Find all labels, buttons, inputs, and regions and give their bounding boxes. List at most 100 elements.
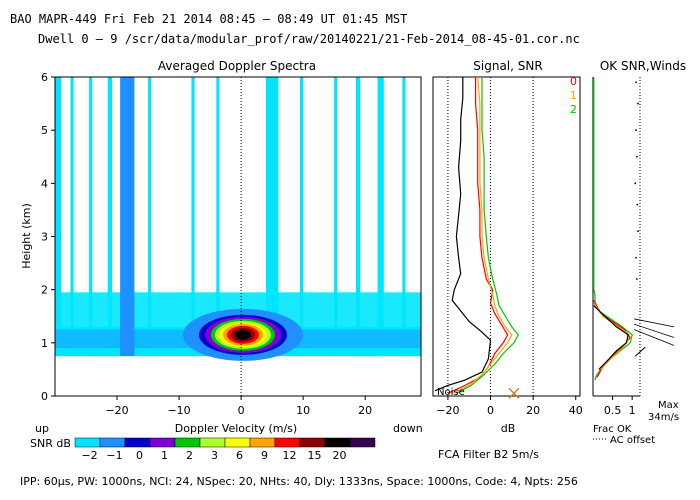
spectra-band	[70, 77, 74, 357]
y-tick-label: 3	[41, 231, 48, 244]
filter-label: FCA Filter B2 5m/s	[438, 448, 539, 461]
x-tick-label: 0	[238, 404, 245, 417]
max-label: Max	[658, 400, 679, 411]
x-tick-label: 20	[358, 404, 372, 417]
spectra-axes: 0 1 2 3 4 5 6 −20 −10 0 10 20	[41, 71, 422, 417]
ok-title: OK SNR,Winds	[600, 59, 686, 73]
signal-x-tick-label: −20	[436, 404, 459, 417]
wind-barb	[634, 318, 675, 328]
header-title: BAO MAPR-449 Fri Feb 21 2014 08:45 – 08:…	[10, 12, 408, 26]
y-tick-label: 5	[41, 124, 48, 137]
ac-offset-label: AC offset	[610, 435, 655, 446]
colorbar-tick-label: −1	[106, 449, 122, 462]
colorbar: −2 −1 0 1 2 3 6 9 12 15 20	[74, 437, 376, 462]
spectra-band	[334, 77, 338, 357]
colorbar-tick-label: 3	[211, 449, 218, 462]
noise-label: Noise	[437, 387, 465, 398]
spectra-heatmap	[55, 77, 421, 396]
y-tick-label: 2	[41, 284, 48, 297]
legend-entry: 2	[570, 103, 577, 116]
signal-frame	[432, 76, 581, 397]
colorbar-swatch	[249, 437, 276, 448]
colorbar-swatch	[299, 437, 326, 448]
colorbar-tick-label: 9	[261, 449, 268, 462]
y-tick-label: 1	[41, 337, 48, 350]
footer-params: IPP: 60μs, PW: 1000ns, NCI: 24, NSpec: 2…	[20, 475, 578, 488]
wind-dot	[637, 230, 639, 233]
colorbar-tick-label: 15	[308, 449, 322, 462]
colorbar-swatch	[74, 437, 101, 448]
y-tick-label: 0	[41, 390, 48, 403]
spectra-band	[265, 77, 279, 357]
y-axis-label: Height (km)	[20, 203, 33, 269]
spectra-band	[55, 77, 62, 357]
signal-x-tick-label: 20	[526, 404, 540, 417]
signal-title: Signal, SNR	[473, 59, 542, 73]
spectra-band	[300, 77, 304, 357]
x-tick-label: 10	[296, 404, 310, 417]
spectra-band	[89, 77, 93, 357]
ok-x-tick-label: 0.5	[604, 404, 622, 417]
wind-dot	[634, 182, 637, 185]
colorbar-swatch	[324, 437, 351, 448]
signal-x-tick-label: 0	[487, 404, 494, 417]
main-title: Averaged Doppler Spectra	[158, 59, 316, 73]
wind-dot	[635, 129, 637, 132]
legend-entry: 0	[570, 75, 577, 88]
y-tick-label: 6	[41, 71, 48, 84]
series-snr_1	[451, 76, 513, 394]
frac-ok-label: Frac OK	[593, 424, 632, 435]
signal-x-label: dB	[501, 422, 516, 435]
wind-dot	[636, 203, 639, 206]
colorbar-swatch	[124, 437, 151, 448]
colorbar-swatch	[349, 437, 376, 448]
signal-x-tick-label: 40	[569, 404, 583, 417]
colorbar-swatch	[149, 437, 176, 448]
colorbar-tick-label: 2	[186, 449, 193, 462]
colorbar-swatch	[224, 437, 251, 448]
signal-snr-panel: −20 0 20 40	[432, 76, 583, 417]
colorbar-tick-label: 20	[333, 449, 347, 462]
wind-dot	[637, 102, 639, 105]
y-tick-label: 4	[41, 177, 48, 190]
series-signal	[434, 77, 492, 392]
ok-x-tick-label: 1	[629, 404, 636, 417]
colorbar-tick-label: 1	[161, 449, 168, 462]
wind-arrow	[634, 346, 646, 357]
spectra-band	[377, 77, 384, 357]
spectra-band	[402, 77, 406, 357]
ok-series-winds	[593, 305, 629, 370]
spectra-band	[107, 77, 113, 357]
header-dwell: Dwell 0 – 9 /scr/data/modular_prof/raw/2…	[38, 32, 580, 46]
wind-barb	[633, 323, 675, 338]
series-snr_2	[456, 77, 519, 394]
x-axis-label: Doppler Velocity (m/s)	[175, 422, 297, 435]
spectra-band	[355, 77, 361, 357]
colorbar-tick-label: 0	[136, 449, 143, 462]
x-tick-label: −10	[167, 404, 190, 417]
wind-dot	[635, 256, 637, 259]
up-label: up	[35, 422, 49, 435]
colorbar-swatch	[199, 437, 226, 448]
colorbar-label: SNR dB	[30, 437, 71, 450]
colorbar-swatch	[99, 437, 126, 448]
spectra-band	[216, 77, 220, 357]
legend-entry: 1	[570, 89, 577, 102]
spectra-band	[148, 77, 152, 357]
ok-series-snr_1	[593, 302, 629, 370]
wind-dot	[635, 155, 638, 158]
max-value: 34m/s	[648, 412, 679, 423]
wind-barb	[633, 329, 675, 346]
wind-dot	[635, 278, 638, 280]
echo-contour	[234, 329, 251, 340]
colorbar-tick-label: 12	[283, 449, 297, 462]
spectra-band	[191, 77, 195, 357]
marker-x	[508, 387, 520, 399]
x-tick-label: −20	[105, 404, 128, 417]
down-label: down	[393, 422, 423, 435]
colorbar-tick-label: 6	[236, 449, 243, 462]
colorbar-swatch	[274, 437, 301, 448]
spectra-band	[120, 77, 135, 357]
colorbar-tick-label: −2	[81, 449, 97, 462]
